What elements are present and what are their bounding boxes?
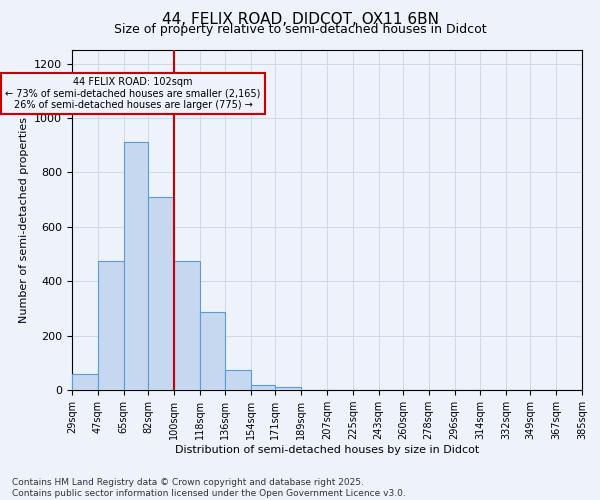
- Text: 44, FELIX ROAD, DIDCOT, OX11 6BN: 44, FELIX ROAD, DIDCOT, OX11 6BN: [161, 12, 439, 28]
- Bar: [251, 384, 275, 390]
- X-axis label: Distribution of semi-detached houses by size in Didcot: Distribution of semi-detached houses by …: [175, 445, 479, 455]
- Text: 44 FELIX ROAD: 102sqm
← 73% of semi-detached houses are smaller (2,165)
26% of s: 44 FELIX ROAD: 102sqm ← 73% of semi-deta…: [5, 77, 261, 110]
- Bar: [225, 370, 251, 390]
- Text: Size of property relative to semi-detached houses in Didcot: Size of property relative to semi-detach…: [113, 22, 487, 36]
- Bar: [98, 261, 124, 390]
- Bar: [174, 261, 200, 390]
- Bar: [199, 312, 225, 390]
- Bar: [275, 388, 301, 390]
- Bar: [124, 142, 148, 390]
- Y-axis label: Number of semi-detached properties: Number of semi-detached properties: [19, 117, 29, 323]
- Text: Contains HM Land Registry data © Crown copyright and database right 2025.
Contai: Contains HM Land Registry data © Crown c…: [12, 478, 406, 498]
- Bar: [72, 374, 98, 390]
- Bar: [148, 197, 174, 390]
